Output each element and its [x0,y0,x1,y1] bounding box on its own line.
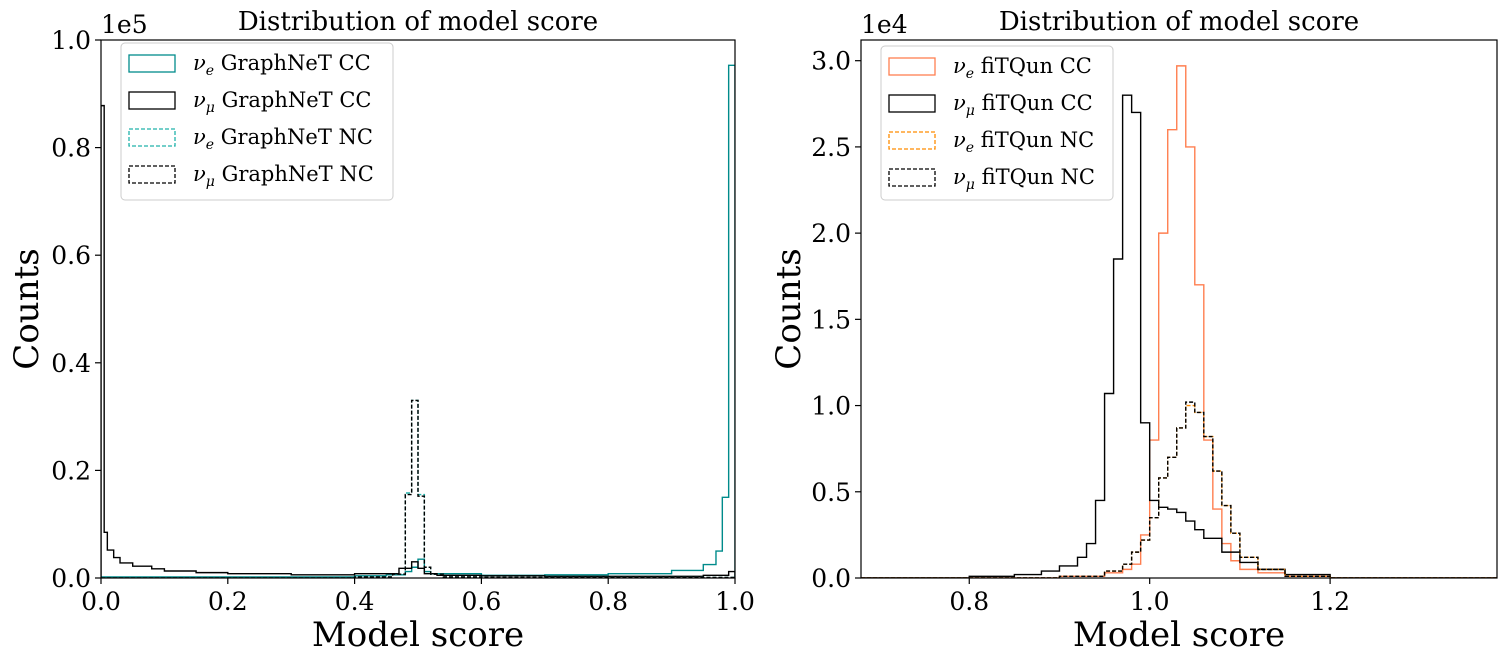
legend-handle [888,57,936,76]
legend-box [880,45,1114,201]
y-tick-label: 0.4 [51,349,91,378]
chart-title-graphnet: Distribution of model score [238,7,598,37]
y-multiplier-fitqun: 1e4 [861,10,908,39]
x-tick-label: 0.4 [335,587,375,616]
plot-frame-graphnet [100,39,736,579]
panel-graphnet: Distribution of model score 1e5 0.0 0.2 0.… [7,7,755,655]
y-tick-label: 0.0 [811,564,851,593]
legend-graphnet: νe GraphNeT CC νμ GraphNeT CC νe GraphNeT … [120,42,394,201]
histogram-graphnet-numu-cc [101,104,735,578]
x-tick-label: 0.6 [462,587,502,616]
y-tick-label: 3.0 [811,47,851,76]
y-tick-label: 0.2 [51,456,91,485]
x-tick-label: 1.0 [1130,587,1170,616]
y-tick-label: 1.0 [51,26,91,55]
histogram-fitqun-nue-nc [861,404,1497,578]
x-axis-fitqun: 0.8 1.0 1.2 [949,578,1350,616]
x-axis-graphnet: 0.0 0.2 0.4 0.6 0.8 1.0 [81,578,755,616]
legend-handle [888,168,936,187]
y-tick-label: 0.6 [51,241,91,270]
y-tick-label: 1.5 [811,305,851,334]
x-tick-label: 0.8 [588,587,628,616]
x-axis-label-fitqun: Model score [1073,615,1285,655]
y-axis-fitqun: 0.0 0.5 1.0 1.5 2.0 2.5 3.0 [811,47,861,593]
x-tick-label: 1.0 [715,587,755,616]
legend-label: νe fiTQun CC [953,54,1092,82]
x-tick-label: 0.8 [949,587,989,616]
chart-title-fitqun: Distribution of model score [999,7,1359,37]
legend-label: νμ GraphNeT NC [193,162,374,190]
plot-frame-fitqun [860,39,1498,579]
legend-label: νe fiTQun NC [953,128,1094,156]
y-axis-label-graphnet: Counts [7,248,47,369]
legend-label: νμ GraphNeT CC [193,88,372,116]
histogram-fitqun-numu-cc [861,94,1497,578]
histograms-graphnet [101,64,735,578]
histogram-fitqun-nue-cc [861,65,1497,578]
legend-handle [888,94,936,113]
legend-handle [128,128,176,147]
legend-label: νe GraphNeT NC [193,125,373,153]
legend-handle [128,165,176,184]
y-tick-label: 1.0 [811,392,851,421]
legend-handle [128,54,176,73]
x-tick-label: 1.2 [1310,587,1350,616]
x-tick-label: 0.0 [81,587,121,616]
y-axis-graphnet: 0.0 0.2 0.4 0.6 0.8 1.0 [51,26,101,593]
x-tick-label: 0.2 [208,587,248,616]
y-tick-label: 2.0 [811,219,851,248]
legend-handle [888,131,936,150]
legend-label: νe GraphNeT CC [193,51,371,79]
y-axis-label-fitqun: Counts [769,248,809,369]
legend-label: νμ fiTQun NC [953,165,1095,193]
legend-fitqun: νe fiTQun CC νμ fiTQun CC νe fiTQun NC νμ f… [880,45,1114,201]
y-tick-label: 0.8 [51,134,91,163]
legend-handle [128,91,176,110]
legend-box [120,42,394,201]
panel-fitqun: Distribution of model score 1e4 0.8 1.0 1.… [769,7,1498,655]
histogram-graphnet-numu-nc [101,399,735,578]
legend-label: νμ fiTQun CC [953,91,1093,119]
y-tick-label: 2.5 [811,133,851,162]
x-axis-label-graphnet: Model score [312,615,524,655]
y-tick-label: 0.5 [811,478,851,507]
histogram-fitqun-numu-nc [861,401,1497,578]
y-tick-label: 0.0 [51,564,91,593]
y-multiplier-graphnet: 1e5 [101,10,148,39]
histograms-fitqun [861,65,1497,578]
